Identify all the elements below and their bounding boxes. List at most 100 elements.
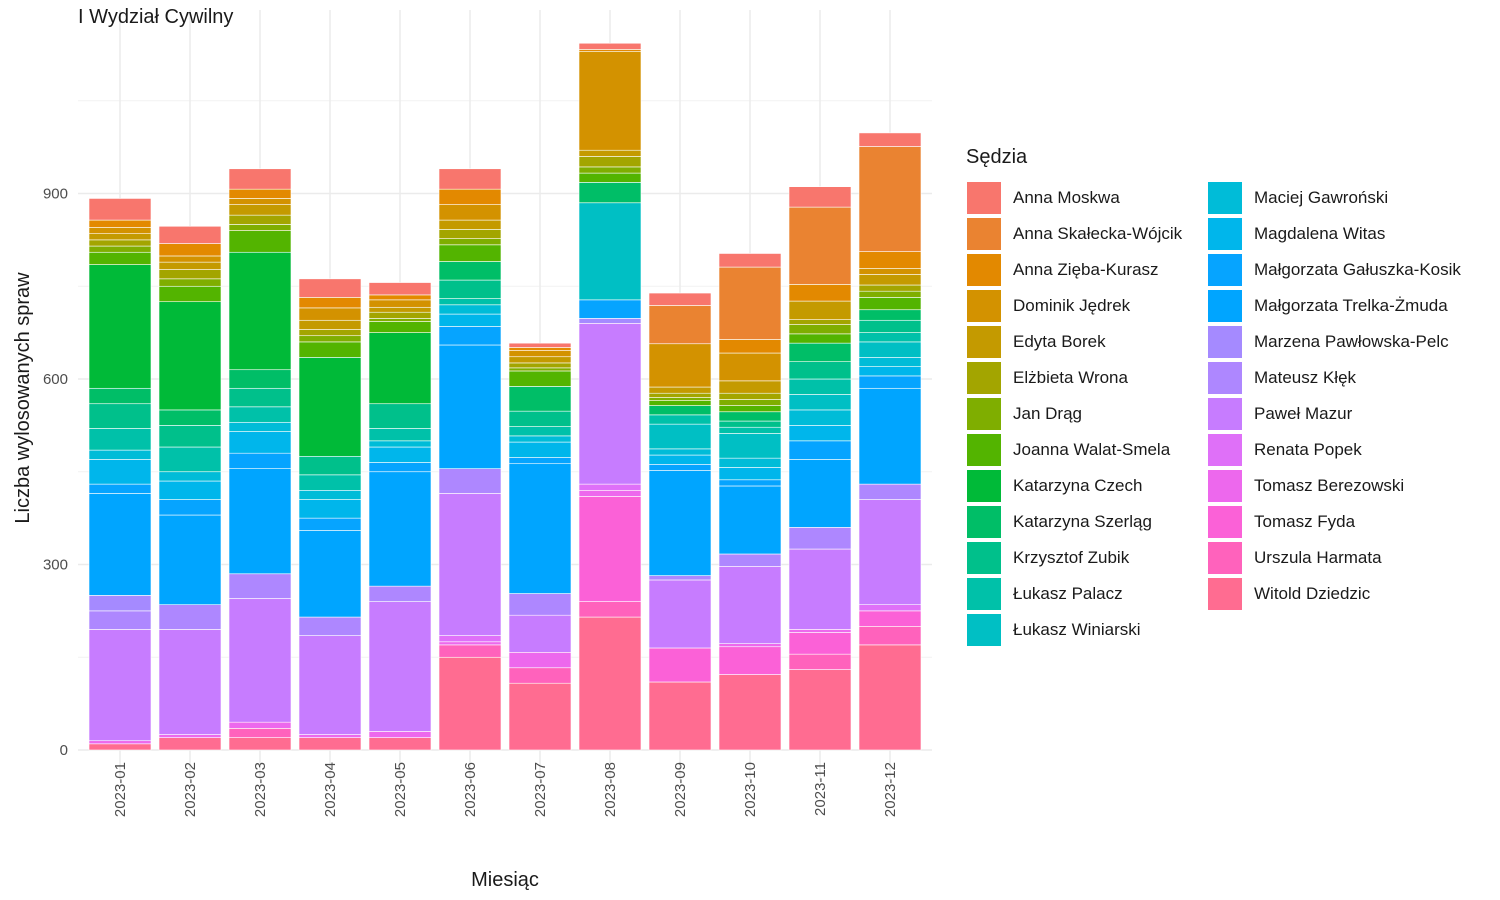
chart-title: I Wydział Cywilny [78, 6, 234, 28]
legend-swatch [967, 254, 1001, 286]
bar-segment [788, 206, 852, 285]
legend-item: Łukasz Palacz [967, 578, 1123, 610]
bar-segment [228, 251, 292, 371]
bar-segment [368, 731, 432, 738]
legend-swatch [1208, 218, 1242, 250]
bar-segment [508, 426, 572, 437]
legend-swatch [967, 290, 1001, 322]
legend-label: Tomasz Fyda [1254, 512, 1356, 531]
bar-segment [88, 198, 152, 221]
bar-segment [228, 369, 292, 389]
bar-segment [508, 435, 572, 443]
bar-segment [788, 284, 852, 302]
x-tick-label: 2023-04 [322, 762, 339, 817]
bar-segment [88, 740, 152, 745]
legend-item: Joanna Walat-Smela [967, 434, 1170, 466]
bar-segment [788, 440, 852, 460]
bar-segment [578, 172, 642, 183]
bar-segment [158, 278, 222, 287]
bar-segment [718, 266, 782, 340]
y-axis: 0 300 600 900 [43, 186, 68, 760]
bar-segment [648, 464, 712, 471]
bar-segment [718, 553, 782, 567]
legend-item: Anna Zięba-Kurasz [967, 254, 1159, 286]
bar-segment [298, 335, 362, 343]
bar-segment [578, 50, 642, 151]
bar-segment [578, 323, 642, 485]
legend-item: Tomasz Berezowski [1208, 470, 1404, 502]
bar-segment [858, 357, 922, 367]
bar-segment [438, 656, 502, 751]
bar-segment [858, 290, 922, 298]
legend-item: Anna Skałecka-Wójcik [967, 218, 1182, 250]
bar-segment [578, 166, 642, 174]
bars [88, 42, 922, 751]
bar-segment [368, 282, 432, 296]
bar-segment [438, 279, 502, 299]
legend-swatch [967, 326, 1001, 358]
bar-segment [718, 467, 782, 481]
bar-segment [438, 188, 502, 205]
bar-segment [228, 198, 292, 205]
bar-segment [858, 309, 922, 321]
bar-segment [438, 204, 502, 221]
bar-segment [438, 219, 502, 230]
legend-swatch [1208, 290, 1242, 322]
legend-swatch [967, 398, 1001, 430]
bar-segment [508, 370, 572, 387]
bar-segment [368, 601, 432, 732]
bar-segment [788, 669, 852, 751]
bar-segment [298, 474, 362, 491]
bar-segment [298, 489, 362, 500]
bar-segment [718, 420, 782, 428]
bar-segment [438, 313, 502, 327]
bar-segment [88, 428, 152, 451]
bar-segment [788, 548, 852, 630]
bar-segment [228, 168, 292, 190]
bar-segment [858, 604, 922, 612]
bar-segment [648, 343, 712, 388]
bar-segment [858, 297, 922, 311]
bar-segment [718, 485, 782, 555]
x-tick-label: 2023-01 [112, 762, 129, 817]
legend-label: Krzysztof Zubik [1013, 548, 1130, 567]
bar-segment [228, 721, 292, 729]
bar-segment [788, 653, 852, 670]
bar-segment [858, 375, 922, 389]
bar-segment [648, 470, 712, 576]
bar-segment [298, 357, 362, 457]
bar-segment [578, 202, 642, 301]
x-tick-label: 2023-05 [392, 762, 409, 817]
bar-segment [578, 616, 642, 751]
legend-label: Marzena Pawłowska-Pelc [1254, 332, 1449, 351]
legend-swatch [967, 614, 1001, 646]
bar-segment [858, 387, 922, 485]
bar-segment [158, 243, 222, 257]
bar-segment [788, 629, 852, 633]
legend-title: Sędzia [966, 146, 1028, 168]
bar-segment [438, 244, 502, 262]
bar-segment [228, 573, 292, 599]
bar-segment [228, 406, 292, 423]
bar-segment [858, 341, 922, 358]
bar-segment [788, 300, 852, 320]
legend-label: Anna Skałecka-Wójcik [1013, 224, 1183, 243]
x-tick-label: 2023-08 [602, 762, 619, 817]
bar-segment [648, 681, 712, 751]
bar-segment [788, 527, 852, 550]
bar-segment [858, 366, 922, 377]
bar-segment [718, 643, 782, 648]
bar-segment [438, 468, 502, 494]
bar-segment [718, 411, 782, 422]
bar-segment [578, 156, 642, 168]
x-axis: 2023-01 2023-02 2023-03 2023-04 2023-05 2023-… [112, 762, 899, 817]
bar-segment [158, 499, 222, 516]
legend-label: Anna Moskwa [1013, 188, 1120, 207]
bar-segment [368, 585, 432, 602]
bar-segment [228, 468, 292, 575]
legend-label: Mateusz Kłęk [1254, 368, 1357, 387]
bar-segment [788, 378, 852, 395]
bar-segment [158, 261, 222, 270]
bar-segment [88, 449, 152, 460]
bar-segment [368, 428, 432, 442]
